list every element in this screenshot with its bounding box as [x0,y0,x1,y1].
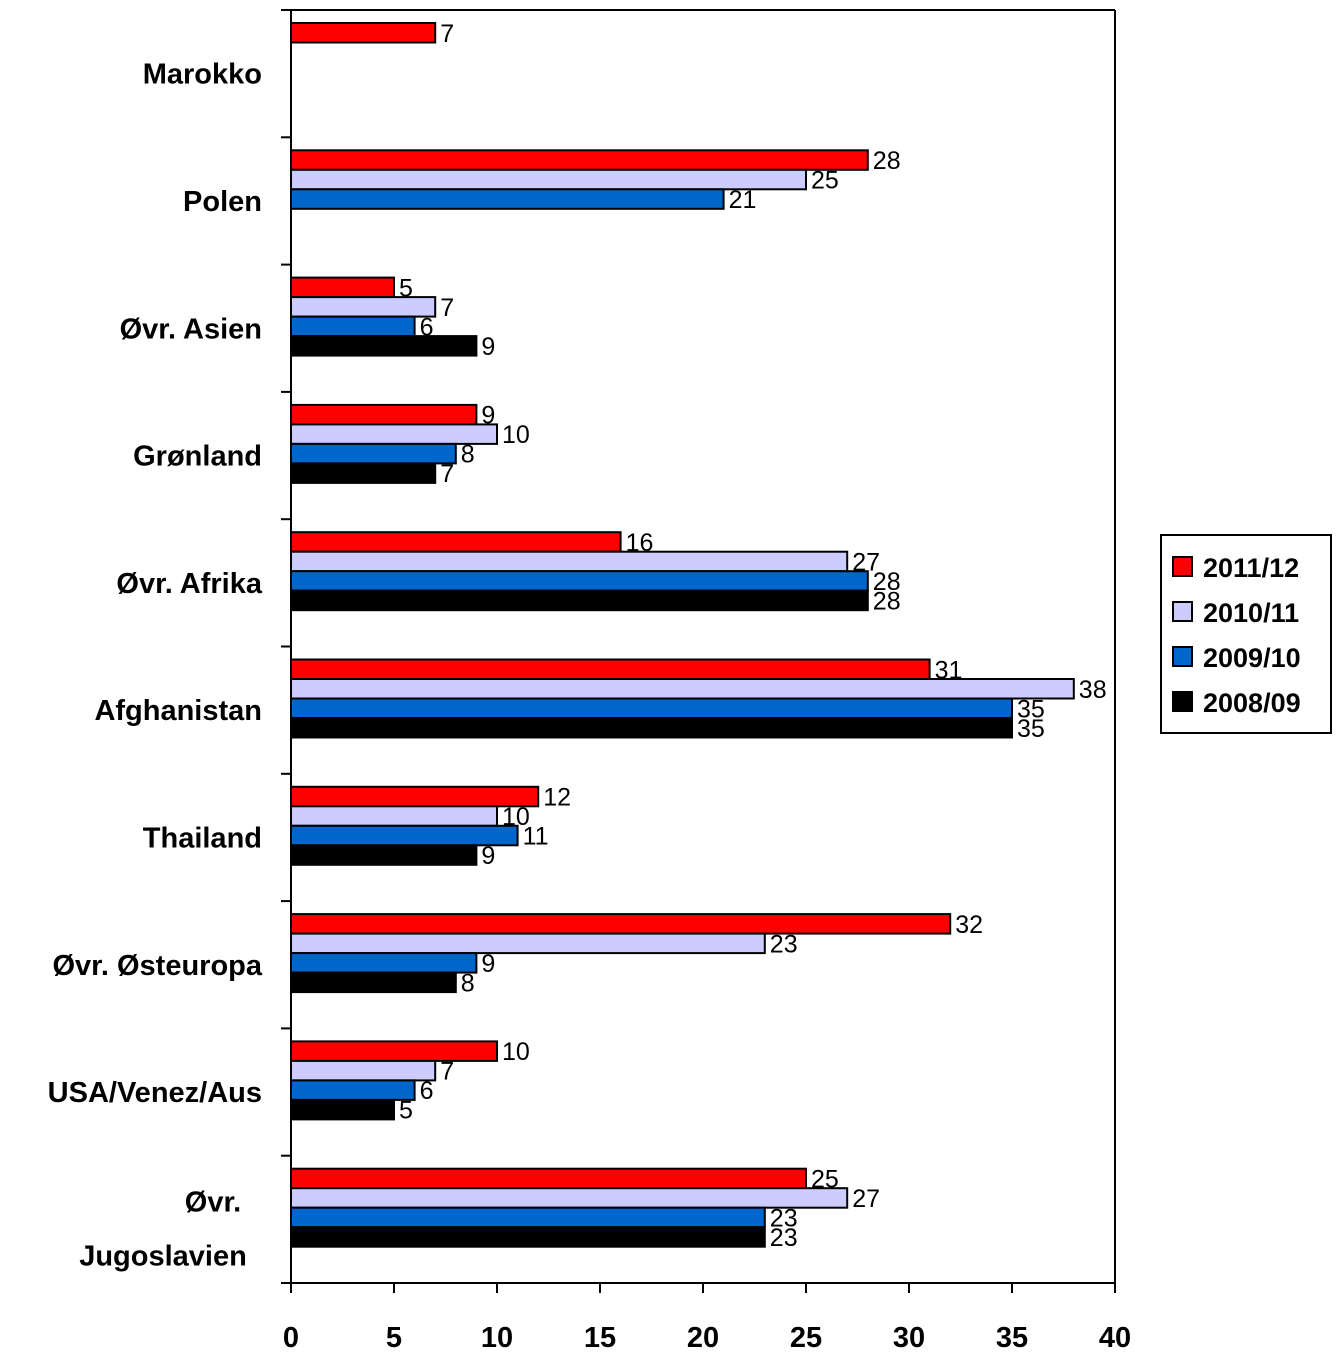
bar-vr-asien-2010-11 [290,296,437,318]
data-label-vr-steuropa-2008-09: 8 [461,969,475,997]
category-label-afghanistan: Afghanistan [94,695,262,727]
category-label-vr-afrika: Øvr. Afrika [116,568,262,600]
data-label-usa-venez-aus-2011-12: 10 [502,1038,530,1066]
x-tick-label-10: 10 [481,1322,513,1354]
axes-layer: Marokko Polen Øvr. Asien Grønland Øvr. Afrik… [48,9,1131,1354]
category-label-gr-nland: Grønland [133,441,262,473]
data-label-afghanistan-2010-11: 38 [1079,676,1107,704]
bar-vr-asien-2008-09 [290,335,478,357]
data-label-vr-asien-2011-12: 5 [399,274,413,302]
bar-afghanistan-2011-12 [290,658,931,680]
data-label-vr-jugoslavien-2010-11: 27 [852,1185,880,1213]
bar-vr-afrika-2008-09 [290,589,869,612]
x-tick-label-20: 20 [687,1322,719,1354]
x-tick-label-30: 30 [893,1322,925,1354]
data-label-thailand-2010-11: 10 [502,803,530,831]
legend-label-2011-12: 2011/12 [1203,553,1299,583]
data-label-thailand-2011-12: 12 [543,784,571,812]
bar-vr-afrika-2011-12 [290,531,622,553]
legend-swatch-2008-09 [1172,691,1193,712]
data-label-vr-steuropa-2010-11: 23 [770,930,798,958]
category-label-vr-steuropa: Øvr. Østeuropa [52,950,262,982]
bar-usa-venez-aus-2010-11 [290,1059,437,1082]
bar-gr-nland-2008-09 [290,462,437,484]
data-label-vr-steuropa-2009-10: 9 [481,950,495,978]
data-labels-layer: 7282521576991087162728283138353512101193… [399,20,1107,1252]
x-tick-label-15: 15 [584,1322,616,1354]
data-label-afghanistan-2009-10: 35 [1017,695,1045,723]
bar-vr-asien-2011-12 [290,276,395,299]
data-label-afghanistan-2011-12: 31 [935,656,963,684]
bar-vr-jugoslavien-2011-12 [290,1167,807,1190]
data-label-vr-asien-2010-11: 7 [440,294,454,322]
bar-vr-jugoslavien-2008-09 [290,1226,766,1248]
bar-usa-venez-aus-2009-10 [290,1079,416,1101]
legend-label-2008-09: 2008/09 [1203,688,1301,718]
data-label-polen-2009-10: 21 [729,186,757,214]
data-label-usa-venez-aus-2009-10: 6 [420,1077,434,1105]
category-label-polen: Polen [183,186,262,218]
x-tick-label-40: 40 [1099,1322,1131,1354]
category-label-usa-venez-aus: USA/Venez/Aus [48,1077,262,1109]
data-label-usa-venez-aus-2008-09: 5 [399,1097,413,1125]
category-label-vr-asien: Øvr. Asien [120,313,262,345]
data-label-polen-2011-12: 28 [873,147,901,175]
legend-label-2010-11: 2010/11 [1203,598,1299,628]
data-label-gr-nland-2011-12: 9 [481,402,495,430]
legend-swatch-2011-12 [1172,556,1193,577]
data-label-vr-steuropa-2011-12: 32 [955,911,983,939]
category-label-marokko: Marokko [143,59,262,91]
bar-vr-steuropa-2008-09 [290,971,457,994]
bar-afghanistan-2008-09 [290,717,1013,739]
bar-vr-jugoslavien-2009-10 [290,1206,766,1229]
data-label-vr-jugoslavien-2008-09: 23 [770,1224,798,1252]
legend-swatch-2009-10 [1172,646,1193,667]
x-tick-label-25: 25 [790,1322,822,1354]
data-label-vr-asien-2009-10: 6 [420,313,434,341]
bar-vr-steuropa-2010-11 [290,932,766,955]
x-tick-label-35: 35 [996,1322,1028,1354]
bar-vr-afrika-2009-10 [290,570,869,592]
legend-label-2009-10: 2009/10 [1203,643,1301,673]
bar-marokko-2011-12 [290,22,437,44]
bar-usa-venez-aus-2011-12 [290,1040,498,1062]
bar-afghanistan-2009-10 [290,697,1013,719]
bar-polen-2011-12 [290,149,869,171]
bar-usa-venez-aus-2008-09 [290,1098,395,1121]
legend: 2011/12 2010/11 2009/10 2008/09 [1160,534,1332,734]
data-label-thailand-2008-09: 9 [481,842,495,870]
data-label-vr-afrika-2008-09: 28 [873,587,901,615]
bar-vr-afrika-2010-11 [290,550,849,573]
data-label-gr-nland-2008-09: 7 [440,460,454,488]
bars-layer [290,22,1075,1248]
bar-vr-jugoslavien-2010-11 [290,1187,849,1209]
data-label-polen-2010-11: 25 [811,167,839,195]
data-label-usa-venez-aus-2010-11: 7 [440,1058,454,1086]
bar-polen-2009-10 [290,188,725,210]
bar-thailand-2008-09 [290,844,478,866]
legend-swatch-2010-11 [1172,601,1193,622]
bar-gr-nland-2011-12 [290,403,478,426]
data-label-marokko-2011-12: 7 [440,20,454,48]
x-tick-label-5: 5 [386,1322,402,1354]
data-label-vr-asien-2008-09: 9 [481,333,495,361]
data-label-vr-afrika-2010-11: 27 [852,548,880,576]
data-label-gr-nland-2009-10: 8 [461,441,475,469]
data-label-afghanistan-2008-09: 35 [1017,715,1045,743]
bar-gr-nland-2009-10 [290,442,457,465]
bar-vr-steuropa-2009-10 [290,952,478,974]
data-label-gr-nland-2010-11: 10 [502,421,530,449]
bar-vr-steuropa-2011-12 [290,913,952,935]
data-label-vr-jugoslavien-2009-10: 23 [770,1204,798,1232]
category-label-vr-jugoslavien: Øvr. Jugoslavien [79,1186,247,1272]
data-label-thailand-2009-10: 11 [523,823,549,851]
data-label-vr-afrika-2011-12: 16 [626,529,654,557]
data-label-vr-afrika-2009-10: 28 [873,568,901,596]
data-label-vr-jugoslavien-2011-12: 25 [811,1165,839,1193]
category-label-thailand: Thailand [143,822,262,854]
x-tick-label-0: 0 [283,1322,299,1354]
bar-thailand-2010-11 [290,805,498,827]
bar-vr-asien-2009-10 [290,315,416,338]
